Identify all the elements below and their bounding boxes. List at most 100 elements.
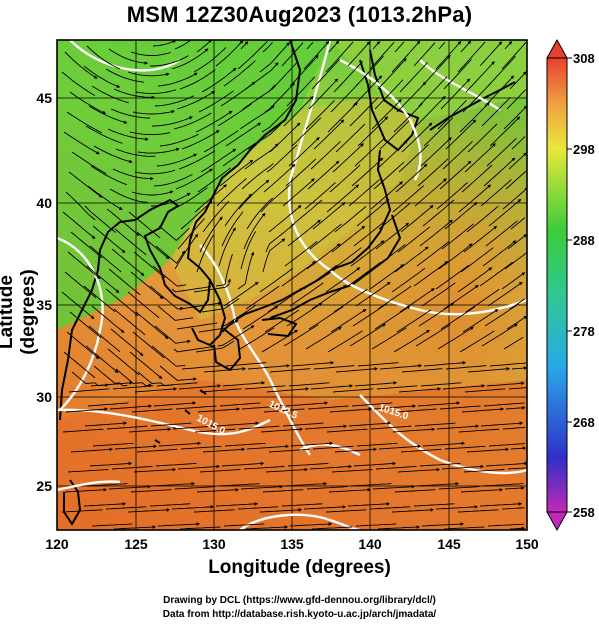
streamline (63, 131, 100, 155)
streamline (238, 425, 280, 430)
streamline (369, 264, 405, 290)
streamline (351, 157, 384, 187)
streamline (511, 136, 526, 150)
streamline (457, 41, 486, 73)
streamline (158, 225, 190, 241)
streamline (329, 164, 361, 193)
streamline (152, 265, 187, 287)
streamline (150, 422, 192, 427)
streamline (179, 69, 216, 90)
streamline (303, 264, 338, 290)
streamline (111, 466, 153, 470)
streamline (109, 188, 148, 203)
streamline (196, 487, 240, 493)
colorbar-tick: 298 (573, 142, 595, 157)
streamline (68, 388, 110, 393)
streamline (457, 509, 499, 513)
streamline (311, 284, 347, 310)
streamline (106, 208, 140, 236)
streamline (507, 467, 527, 470)
streamline (377, 285, 412, 310)
streamline (396, 309, 432, 333)
streamline (458, 184, 492, 213)
streamline (463, 225, 498, 253)
streamline (394, 246, 429, 273)
streamline (149, 285, 184, 311)
streamline (62, 428, 104, 433)
streamline (88, 105, 128, 124)
streamline (370, 425, 412, 430)
streamline (350, 483, 392, 487)
streamline (483, 157, 516, 187)
streamline (237, 40, 268, 70)
streamline (177, 218, 205, 250)
streamline (194, 428, 236, 433)
streamline (225, 362, 267, 367)
streamline (347, 261, 381, 287)
streamline (197, 407, 241, 413)
streamline (376, 385, 418, 390)
streamline (223, 60, 256, 87)
streamline (326, 428, 368, 433)
streamline (89, 461, 133, 467)
streamline (332, 388, 374, 393)
streamline (501, 272, 526, 290)
plot-frame (56, 39, 528, 531)
streamline (178, 384, 222, 390)
streamline (377, 57, 407, 90)
streamline (289, 282, 324, 307)
streamline (501, 41, 527, 70)
streamline (172, 424, 216, 430)
streamline (150, 192, 191, 207)
streamline (153, 401, 197, 407)
streamline (378, 202, 411, 230)
streamline (130, 271, 164, 300)
streamline (309, 223, 342, 250)
streamline (156, 382, 198, 387)
streamline (151, 116, 193, 127)
streamline (333, 288, 368, 313)
streamline (174, 40, 191, 50)
streamline (423, 360, 467, 367)
streamline (244, 385, 286, 390)
streamline (131, 408, 173, 413)
streamline (333, 61, 363, 93)
streamline (401, 122, 433, 153)
streamline (242, 305, 279, 330)
streamline (130, 51, 171, 56)
streamline (311, 526, 353, 530)
streamline (313, 365, 355, 370)
streamline (290, 441, 334, 447)
streamline (445, 119, 477, 150)
streamline (332, 143, 364, 173)
streamline (224, 193, 253, 227)
streamline (91, 85, 129, 104)
streamline (259, 508, 303, 513)
streamline (372, 244, 406, 270)
streamline (61, 71, 96, 96)
streamline (135, 89, 177, 94)
streamline (510, 446, 527, 451)
streamline (330, 309, 367, 333)
streamline (266, 387, 310, 393)
streamline (137, 147, 180, 154)
y-tick-label: 25 (36, 478, 52, 494)
streamline (129, 131, 171, 136)
streamline (309, 464, 353, 470)
streamline (439, 405, 481, 410)
streamline (114, 228, 147, 256)
cool-region (57, 40, 330, 330)
streamline (136, 231, 170, 260)
streamline (291, 360, 335, 367)
streamline (503, 105, 527, 130)
streamline (245, 525, 289, 530)
credit-drawing: Drawing by DCL (https://www.gfd-dennou.o… (163, 595, 436, 606)
streamline (460, 247, 494, 273)
streamline (171, 286, 212, 293)
streamline (159, 133, 199, 147)
streamline (127, 291, 160, 319)
streamline (327, 330, 363, 353)
streamline (511, 366, 527, 370)
streamline (505, 170, 527, 190)
